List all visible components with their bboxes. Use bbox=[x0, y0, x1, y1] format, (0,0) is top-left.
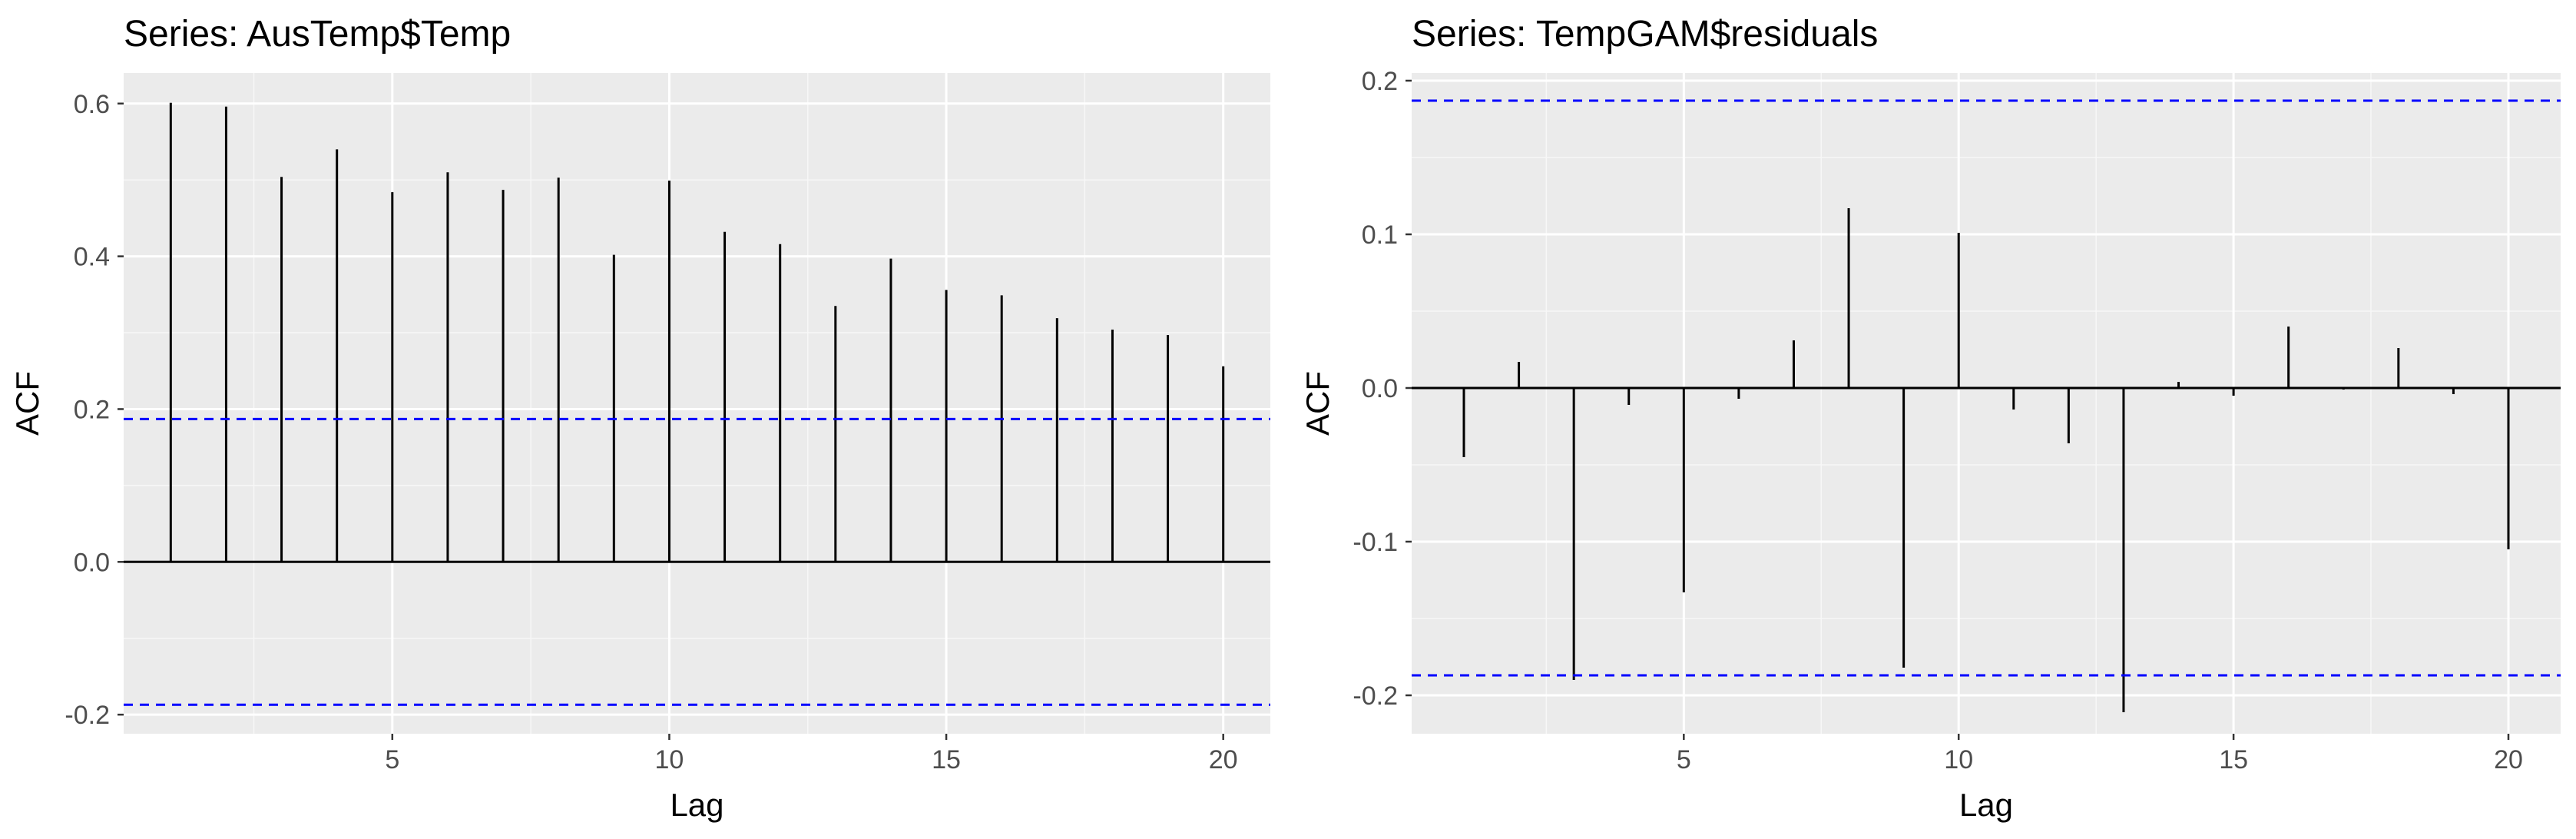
x-tick-label: 10 bbox=[655, 745, 684, 774]
y-tick-label: -0.1 bbox=[1353, 528, 1398, 557]
x-tick-label: 5 bbox=[385, 745, 399, 774]
panel-background bbox=[1412, 73, 2561, 734]
x-axis-label: Lag bbox=[1959, 787, 2013, 823]
x-tick-label: 10 bbox=[1944, 745, 1973, 774]
y-axis-label: ACF bbox=[1300, 371, 1336, 436]
y-tick-label: -0.2 bbox=[1353, 681, 1398, 711]
x-tick-label: 15 bbox=[2219, 745, 2248, 774]
acf-plot-austemp: -0.2 0.0 0.2 0.4 0.6 5 10 15 20 Series: AusTemp$T… bbox=[9, 14, 1270, 823]
y-tick-label: 0.0 bbox=[74, 548, 110, 577]
acf-segments bbox=[1462, 208, 2510, 712]
acf-plot-tempgam-residuals: -0.2 -0.1 0.0 0.1 0.2 5 10 15 20 Series: TempGAM$… bbox=[1300, 14, 2561, 823]
chart-title: Series: AusTemp$Temp bbox=[124, 14, 511, 55]
y-axis-label: ACF bbox=[9, 371, 45, 436]
y-tick-label: 0.4 bbox=[74, 243, 110, 272]
chart-title: Series: TempGAM$residuals bbox=[1412, 14, 1878, 55]
y-tick-label: 0.1 bbox=[1362, 221, 1398, 250]
panel-background bbox=[124, 73, 1270, 734]
y-tick-label: -0.2 bbox=[65, 701, 110, 730]
y-tick-label: 0.2 bbox=[74, 395, 110, 424]
x-axis-label: Lag bbox=[670, 787, 723, 823]
x-tick-label: 15 bbox=[932, 745, 961, 774]
y-tick-label: 0.2 bbox=[1362, 67, 1398, 96]
x-tick-label: 20 bbox=[1209, 745, 1238, 774]
x-tick-label: 5 bbox=[1677, 745, 1691, 774]
x-tick-label: 20 bbox=[2494, 745, 2523, 774]
y-tick-label: 0.6 bbox=[74, 90, 110, 119]
acf-segments bbox=[169, 102, 1225, 562]
y-tick-label: 0.0 bbox=[1362, 374, 1398, 403]
